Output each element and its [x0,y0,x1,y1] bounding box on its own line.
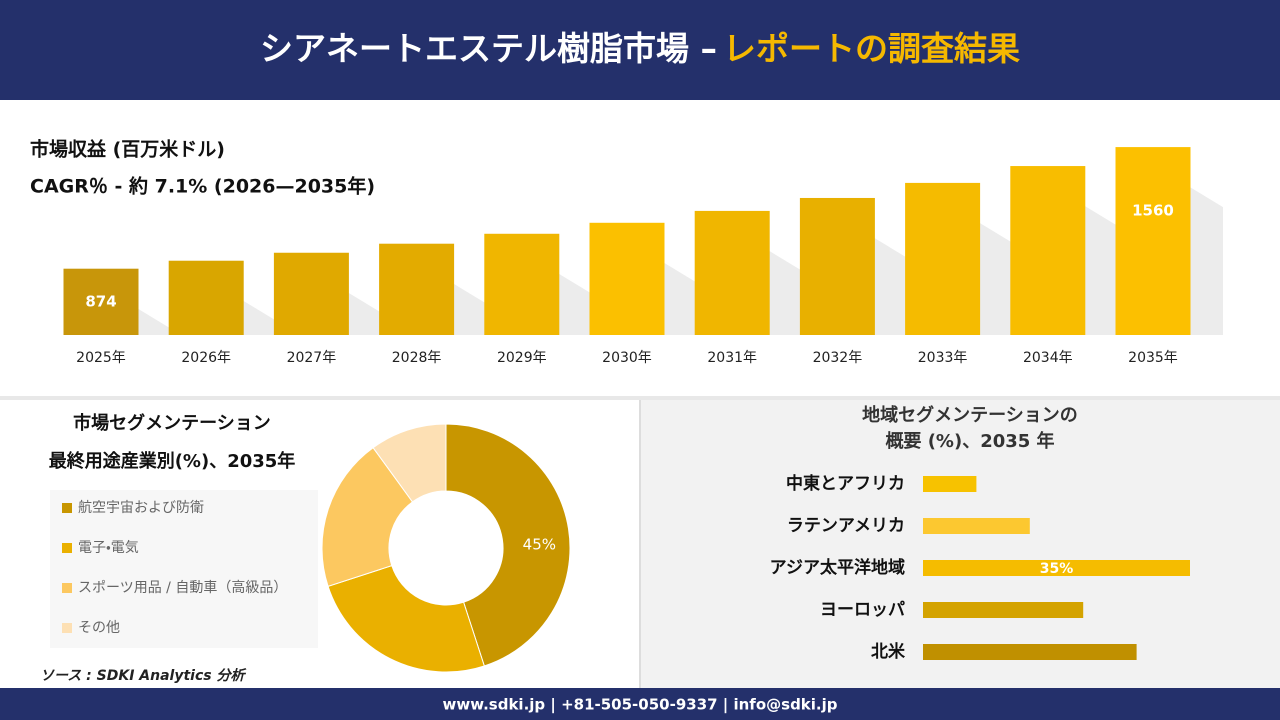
x-tick-label: 2025年 [76,350,126,366]
bar [799,197,875,335]
source: ソース : SDKI Analytics 分析 [40,667,247,684]
category-label: アジア太平洋地域 [770,557,905,578]
bar-shadow [769,250,803,335]
category-label: ヨーロッパ [820,600,905,620]
x-tick-label: 2032年 [813,350,863,366]
x-tick-label: 2031年 [707,350,757,366]
bar [923,518,1030,534]
x-tick-label: 2035年 [1128,350,1178,366]
legend-swatch [62,623,72,633]
title-highlight: レポートの調査結果 [723,29,1020,68]
footer-contact: www.sdki.jp | +81-505-050-9337 | info@sd… [442,696,837,715]
data-label: 1560 [1132,202,1174,220]
bar [923,644,1137,660]
x-tick-label: 2028年 [392,350,442,366]
bar [1115,147,1191,335]
header-band [0,0,1280,100]
category-label: 北米 [871,641,906,662]
donut-segment [327,564,485,673]
donut-segment [321,446,414,587]
bar [1010,166,1086,335]
bar [923,602,1084,618]
x-tick-label: 2029年 [497,350,547,366]
bar-shadow [979,222,1013,335]
bar [694,210,770,335]
header-title: シアネートエステル樹脂市場 – レポートの調査結果 [260,29,1020,68]
chart-subtitle: CAGR％ - 約 7.1% (2026—2035年) [30,175,375,198]
legend-box [50,490,318,648]
x-tick-label: 2027年 [287,350,337,366]
bar [379,243,455,335]
divider [0,396,1280,400]
bar-shadow [453,283,487,335]
legend-swatch [62,543,72,553]
legend-label: 航空宇宙および防衛 [78,500,204,516]
legend-label: その他 [78,620,120,636]
legend-label: 電子・電気 [78,540,139,556]
bar [63,268,139,335]
donut-segment [445,423,571,667]
category-label: 中東とアフリカ [786,473,905,494]
bar [589,222,665,335]
bar-shadow [138,308,171,335]
chart-title: 地域セグメンテーションの [862,404,1078,426]
x-tick-label: 2026年 [181,350,231,366]
chart-subtitle: 最終用途産業別(%)、2035年 [49,450,296,472]
legend-swatch [62,503,72,513]
chart-title: 概要 (%)、2035 年 [885,430,1054,452]
legend-swatch [62,583,72,593]
bar [484,233,560,335]
data-label: 874 [85,292,116,310]
legend-label: スポーツ用品 / 自動車（高級品） [78,579,287,596]
data-label: 45% [523,536,556,554]
title-main: シアネートエステル樹脂市場 – [260,29,717,68]
bar [905,182,981,335]
bar-shadow [1190,187,1223,335]
chart-title: 市場収益 (百万米ドル) [30,138,225,161]
donut-segment [372,423,447,503]
bar [923,476,977,492]
bar-shadow [243,300,277,335]
x-tick-label: 2033年 [918,350,968,366]
bar [273,252,349,335]
bar-shadow [348,292,382,335]
x-tick-label: 2030年 [602,350,652,366]
data-label: 35% [1040,561,1074,577]
bar-shadow [558,273,592,335]
bar-shadow [664,262,697,335]
category-label: ラテンアメリカ [787,516,905,536]
right-panel [641,400,1280,688]
bar [168,260,244,335]
x-tick-label: 2034年 [1023,350,1073,366]
chart-title: 市場セグメンテーション [73,412,271,434]
panel-divider [639,400,641,688]
bar-shadow [874,237,908,335]
footer-band [0,688,1280,720]
bar [923,560,1190,576]
bar-shadow [1084,206,1118,335]
